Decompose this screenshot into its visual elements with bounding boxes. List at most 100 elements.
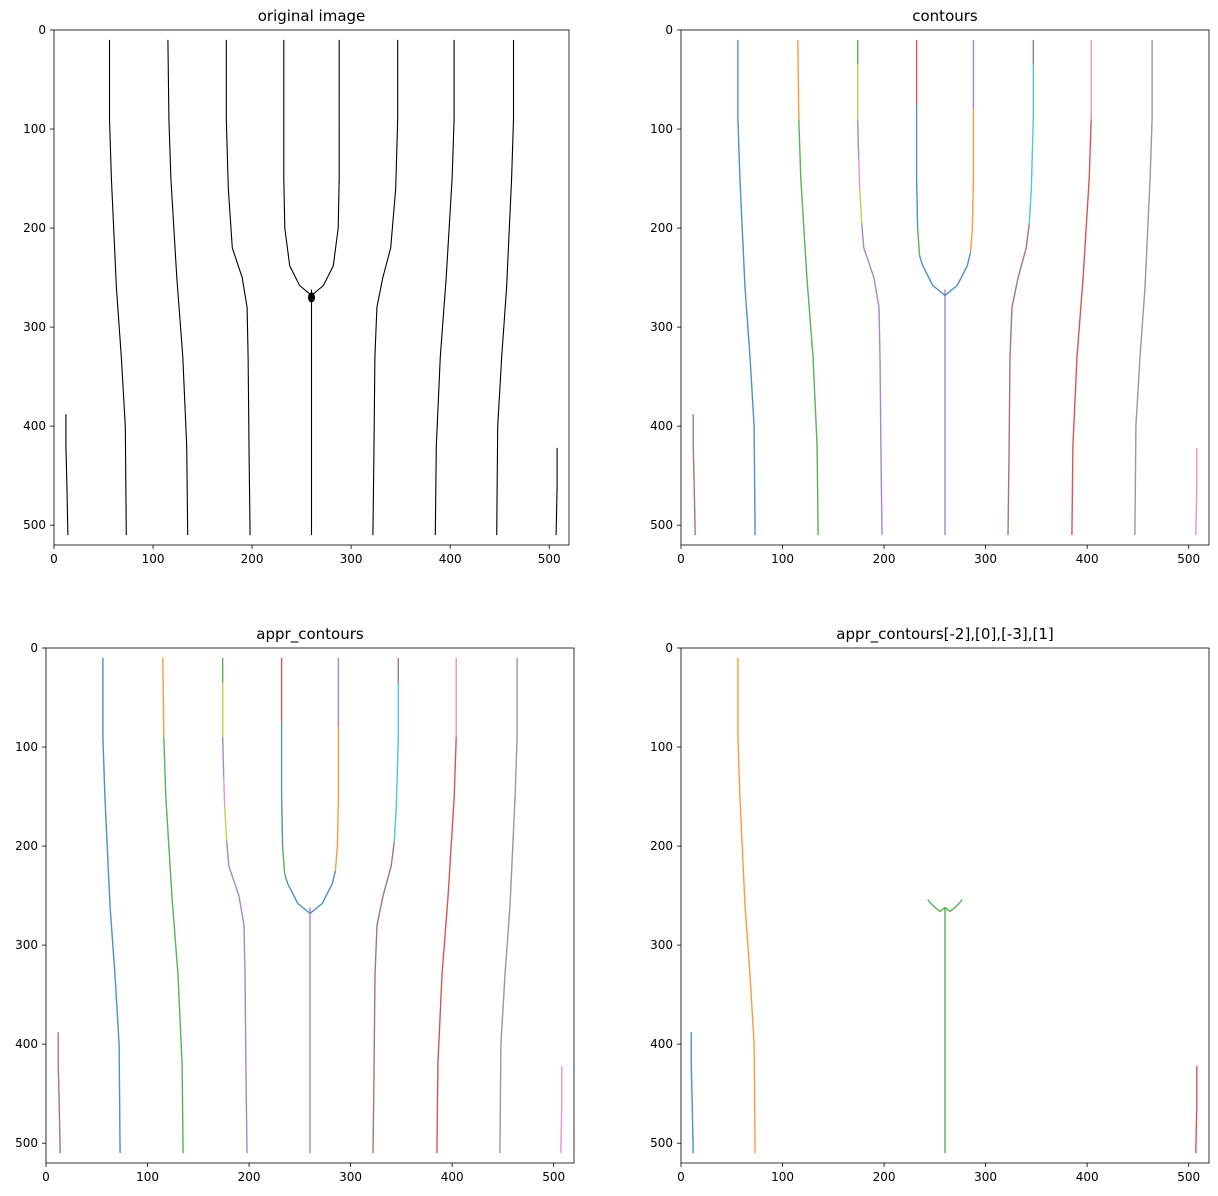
y-tick-label: 400	[650, 1037, 673, 1051]
x-tick-label: 300	[340, 552, 363, 566]
series-line-6	[372, 39, 399, 536]
series-line-22	[499, 657, 518, 1154]
series-line-6	[857, 119, 860, 159]
panel-title: contours	[912, 7, 978, 25]
y-tick-label: 500	[23, 518, 46, 532]
y-tick-label: 500	[15, 1136, 38, 1150]
series-line-14	[969, 109, 975, 253]
y-tick-label: 400	[650, 419, 673, 433]
y-tick-label: 0	[665, 641, 673, 655]
series-line-1	[737, 657, 756, 1154]
axes-frame	[53, 29, 570, 546]
panel-original-image: original image 0 100 200 300 400 500 0 100 200 30…	[23, 7, 570, 566]
series-line-21	[436, 737, 457, 1154]
series-line-9	[226, 841, 248, 1154]
y-tick-label: 200	[15, 839, 38, 853]
plot-area	[690, 657, 1198, 1154]
x-tick-label: 500	[1177, 1170, 1200, 1184]
axes-frame	[45, 647, 575, 1164]
series-line-21	[1071, 119, 1092, 536]
x-tick-label: 500	[1177, 552, 1200, 566]
x-tick-label: 100	[136, 1170, 159, 1184]
junction-mark	[308, 292, 315, 303]
x-tick-label: 300	[339, 1170, 362, 1184]
y-tick-label: 400	[15, 1037, 38, 1051]
x-tick-label: 400	[1076, 552, 1099, 566]
plot-area	[692, 39, 1198, 536]
series-line-3	[225, 39, 251, 536]
y-tick-label: 200	[23, 221, 46, 235]
series-line-8	[859, 188, 863, 224]
series-line-3	[798, 119, 819, 536]
series-line-2	[167, 39, 189, 536]
series-line-19	[1007, 223, 1030, 536]
axes-frame	[680, 647, 1210, 1164]
y-tick-label: 0	[38, 23, 46, 37]
x-tick-label: 0	[677, 552, 685, 566]
y-tick-label: 300	[650, 320, 673, 334]
x-tick-label: 400	[441, 1170, 464, 1184]
x-axis: 0 100 200 300 400 500	[50, 545, 561, 566]
series-line-11	[280, 722, 284, 847]
series-line-1	[102, 657, 121, 1154]
series-line-12	[281, 846, 286, 874]
x-tick-label: 0	[42, 1170, 50, 1184]
series-line-19	[372, 841, 395, 1154]
series-line-23	[1195, 447, 1198, 536]
series-line-8	[496, 39, 515, 536]
panel-title: appr_contours[-2],[0],[-3],[1]	[836, 625, 1054, 644]
panel-title: original image	[258, 7, 366, 25]
series-line-9	[861, 223, 883, 536]
x-tick-label: 0	[50, 552, 58, 566]
x-axis: 0 100 200 300 400 500	[42, 1163, 565, 1184]
plot-area	[65, 39, 558, 536]
axes-frame	[680, 29, 1210, 546]
series-line-1	[108, 39, 127, 536]
series-line-23	[560, 1065, 563, 1154]
series-line-14	[334, 727, 340, 871]
x-tick-label: 100	[771, 552, 794, 566]
x-tick-label: 300	[974, 552, 997, 566]
x-axis: 0 100 200 300 400 500	[677, 545, 1200, 566]
series-line-0	[57, 1032, 61, 1154]
x-tick-label: 400	[1076, 1170, 1099, 1184]
series-line-8	[224, 806, 228, 842]
y-axis: 0 100 200 300 400 500	[650, 23, 681, 532]
series-line-7	[434, 39, 455, 536]
series-line-2	[162, 657, 165, 738]
y-tick-label: 500	[650, 518, 673, 532]
series-line-1	[737, 39, 756, 536]
x-tick-label: 200	[873, 1170, 896, 1184]
x-tick-label: 100	[142, 552, 165, 566]
panel-appr-contours: appr_contours 0 100 200 300 400 500 0 100 200 300…	[15, 625, 575, 1184]
y-tick-label: 0	[665, 23, 673, 37]
x-tick-label: 100	[771, 1170, 794, 1184]
series-line-7	[858, 158, 861, 189]
series-line-9	[555, 447, 558, 536]
y-axis: 0 100 200 300 400 500	[15, 641, 46, 1150]
y-tick-label: 0	[30, 641, 38, 655]
x-axis: 0 100 200 300 400 500	[677, 1163, 1200, 1184]
panel-contours: contours 0 100 200 300 400 500 0 100 200 300 400 50…	[650, 7, 1210, 566]
x-tick-label: 200	[873, 552, 896, 566]
y-tick-label: 100	[650, 740, 673, 754]
series-line-3	[163, 737, 184, 1154]
series-line-18	[1028, 64, 1035, 224]
series-line-12	[916, 228, 921, 256]
panel-title: appr_contours	[256, 625, 364, 644]
series-line-0	[690, 1032, 694, 1154]
y-tick-label: 300	[650, 938, 673, 952]
x-tick-label: 0	[677, 1170, 685, 1184]
series-line-22	[1134, 39, 1153, 536]
series-line-2	[797, 39, 800, 120]
x-tick-label: 500	[542, 1170, 565, 1184]
x-tick-label: 400	[439, 552, 462, 566]
series-line-11	[915, 104, 919, 229]
series-line-7	[223, 776, 226, 807]
y-tick-label: 300	[23, 320, 46, 334]
series-line-18	[393, 682, 399, 842]
y-tick-label: 100	[650, 122, 673, 136]
x-tick-label: 200	[241, 552, 264, 566]
y-axis: 0 100 200 300 400 500	[23, 23, 54, 532]
